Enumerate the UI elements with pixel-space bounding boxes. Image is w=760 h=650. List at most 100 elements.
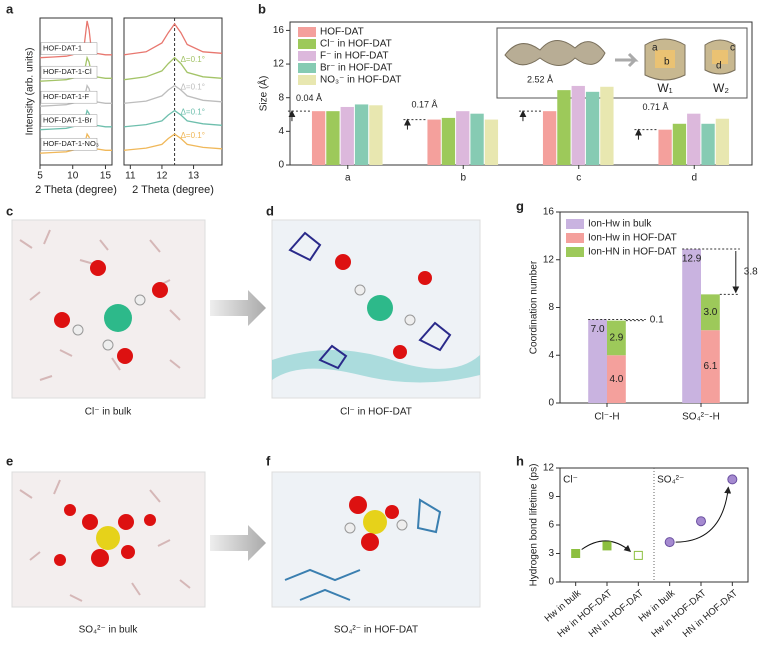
x-tick-label: Hw in HOF-DAT — [649, 588, 708, 640]
bar — [340, 106, 354, 165]
snapshot — [271, 219, 481, 399]
bar — [658, 129, 672, 165]
bar — [557, 90, 571, 165]
annotation: 0.04 Å — [296, 93, 322, 103]
bar — [687, 113, 701, 165]
inset: W₁ W₂ a b c d — [496, 27, 748, 99]
legend-swatch — [566, 233, 584, 243]
value-label: 6.1 — [703, 361, 717, 372]
y-tick-label: 6 — [548, 520, 554, 531]
x-tick-label: a — [345, 173, 351, 184]
bar — [326, 111, 340, 165]
point — [664, 537, 675, 548]
x-tick-label: HN in HOF-DAT — [587, 588, 646, 640]
annotation: 0.71 Å — [642, 102, 668, 112]
legend-label: Ion-HN in HOF-DAT — [588, 247, 677, 258]
panel-label: d — [266, 203, 274, 218]
annotation: 0.1 — [650, 315, 664, 326]
x-tick-label: 15 — [100, 171, 112, 182]
bar-segment — [682, 249, 701, 403]
y-tick-label: 3 — [548, 548, 554, 559]
bar — [456, 111, 470, 165]
value-label: 7.0 — [591, 324, 605, 335]
inset-label: W₁ — [657, 81, 672, 95]
image-caption: Cl⁻ in bulk — [85, 407, 132, 418]
trend-arrow — [675, 486, 732, 543]
series-tag-box — [40, 137, 98, 151]
data-line — [123, 109, 223, 128]
legend-swatch — [298, 75, 316, 85]
annotation: 3.8 — [744, 266, 758, 277]
x-tick-label: 13 — [188, 171, 200, 182]
series-tag-box — [40, 65, 98, 79]
arrow — [210, 525, 266, 561]
group-label: Cl⁻ — [563, 475, 578, 486]
x-tick-label: 11 — [125, 171, 136, 182]
bar — [441, 117, 456, 165]
inset-label: W₂ — [713, 81, 729, 95]
bar-segment — [607, 355, 626, 403]
bar — [672, 123, 687, 165]
data-line — [123, 84, 223, 104]
legend-label: Ion-Hw in HOF-DAT — [588, 233, 677, 244]
series-tag: HOF-DAT-1-F — [43, 92, 90, 101]
y-tick-label: 8 — [548, 302, 554, 313]
legend-label: Br⁻ in HOF-DAT — [320, 63, 392, 74]
inset-label: c — [730, 43, 735, 54]
value-label: 12.9 — [682, 254, 702, 265]
annotation: Δ=0.1° — [181, 83, 205, 92]
y-tick-label: 12 — [273, 59, 285, 70]
point — [571, 549, 581, 558]
bar — [585, 91, 600, 165]
y-tick-label: 0 — [548, 577, 554, 588]
panel-label: h — [516, 453, 524, 468]
x-tick-label: Hw in HOF-DAT — [555, 588, 614, 640]
value-label: 2.9 — [609, 333, 623, 344]
y-tick-label: 0 — [278, 160, 284, 171]
series-tag: HOF-DAT-1-Cl — [43, 67, 92, 76]
legend-label: HOF-DAT — [320, 27, 364, 38]
data-line — [123, 56, 223, 81]
y-tick-label: 4 — [278, 126, 284, 137]
y-tick-label: 12 — [543, 463, 555, 474]
x-tick-label: 10 — [67, 171, 79, 182]
series-tag: HOF-DAT-1 — [43, 44, 82, 53]
bar — [701, 123, 715, 165]
plot-frame — [123, 17, 223, 166]
series-tag-box — [40, 114, 98, 127]
snapshot — [11, 219, 206, 399]
x-tick-label: d — [691, 173, 697, 184]
panel-label: a — [6, 1, 14, 16]
series-tag-box — [40, 90, 98, 104]
bar — [600, 86, 614, 165]
y-tick-label: 9 — [548, 491, 554, 502]
series-tag-box — [40, 42, 98, 55]
x-tick-label: SO₄²⁻-H — [682, 412, 720, 423]
y-axis-label: Coordination number — [529, 260, 540, 354]
panel-label: f — [266, 453, 271, 468]
bar — [484, 119, 499, 165]
bar-segment — [588, 319, 607, 403]
y-tick-label: 16 — [543, 207, 555, 218]
x-tick-label: 5 — [37, 171, 43, 182]
plot-frame — [289, 21, 753, 166]
legend-label: F⁻ in HOF-DAT — [320, 51, 388, 62]
legend-label: Ion-Hw in bulk — [588, 219, 652, 230]
image-caption: SO₄²⁻ in HOF-DAT — [334, 625, 418, 636]
panel-label: e — [6, 453, 13, 468]
value-label: 4.0 — [609, 374, 623, 385]
annotation: Δ=0.1° — [181, 55, 205, 64]
legend-label: Cl⁻ in HOF-DAT — [320, 39, 392, 50]
arrow — [210, 290, 266, 326]
data-line — [123, 22, 223, 56]
bar — [571, 85, 585, 165]
bar-segment — [607, 320, 626, 356]
image-caption: SO₄²⁻ in bulk — [79, 625, 139, 636]
trend-arrow — [581, 540, 632, 553]
point — [696, 516, 706, 527]
bar — [542, 111, 557, 165]
plot-frame — [39, 17, 113, 166]
annotation: 2.52 Å — [527, 74, 553, 84]
bar — [470, 113, 484, 165]
